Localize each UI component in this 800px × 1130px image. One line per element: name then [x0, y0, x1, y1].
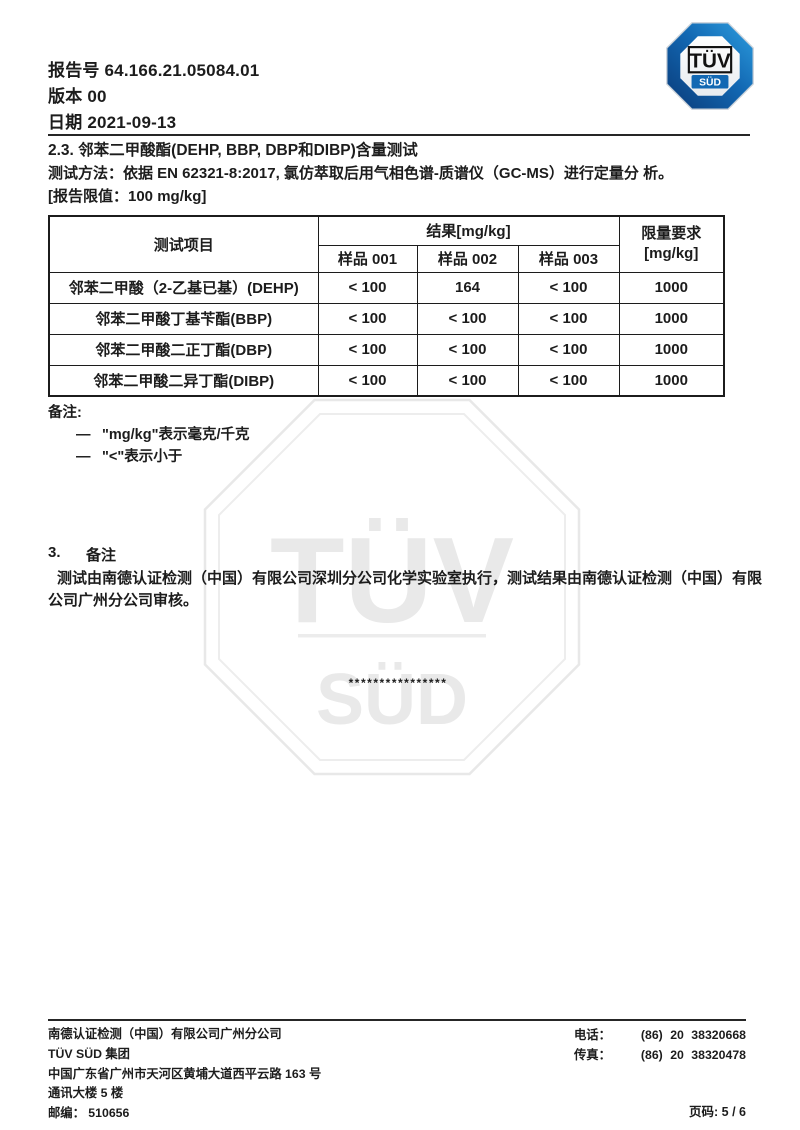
table-row-bbp: 邻苯二甲酸丁基苄酯(BBP) < 100 < 100 < 100 1000 — [48, 302, 725, 335]
watermark-divider — [298, 634, 486, 638]
results-table: 测试项目 结果[mg/kg] 限量要求 [mg/kg] 样品 001 样品 00… — [48, 215, 726, 397]
footer-company-name: 南德认证检测（中国）有限公司广州分公司 — [48, 1027, 282, 1041]
report-number: 报告号 64.166.21.05084.01 — [48, 61, 260, 80]
report-version: 版本 00 — [48, 87, 107, 106]
fax-value: (86) 20 38320478 — [640, 1047, 746, 1062]
footer-group-name: TÜV SÜD 集团 — [48, 1046, 130, 1061]
footer-postcode: 邮编： 510656 — [48, 1106, 130, 1121]
logo-sud-box — [691, 75, 729, 89]
logo-tuv-text: TÜV — [689, 49, 731, 72]
result-sample-001: < 100 — [317, 271, 418, 304]
watermark-sud-text: SÜD — [316, 660, 468, 740]
result-sample-001: < 100 — [317, 364, 418, 397]
footer-contact-info: 电话： (86) 20 38320668 传真： (86) 20 3832047… — [574, 1026, 746, 1065]
col-header-test-item: 测试项目 — [48, 215, 319, 273]
end-of-report-separator: **************** — [348, 676, 448, 690]
report-header: 报告号 64.166.21.05084.01 版本 00 日期 2021-09-… — [48, 58, 259, 136]
note-dash: — — [76, 449, 91, 465]
test-item-name: 邻苯二甲酸二异丁酯(DIBP) — [48, 364, 319, 397]
test-item-name: 邻苯二甲酸丁基苄酯(BBP) — [48, 302, 319, 335]
col-header-limit-line1: 限量要求 — [641, 225, 702, 243]
col-header-limit-line2: [mg/kg] — [644, 245, 699, 263]
note-text: "mg/kg"表示毫克/千克 — [102, 427, 250, 443]
result-sample-003: < 100 — [517, 302, 620, 335]
section-3: 3. 备注 测试由南德认证检测（中国）有限公司深圳分公司化学实验室执行，测试结果… — [48, 544, 762, 612]
tuv-sud-watermark: TÜV SÜD — [203, 398, 581, 776]
test-item-name: 邻苯二甲酸（2-乙基已基）(DEHP) — [48, 271, 319, 304]
result-sample-002: < 100 — [416, 333, 519, 366]
report-limit-text: [报告限值：100 mg/kg] — [48, 188, 207, 205]
result-sample-002: < 100 — [416, 364, 519, 397]
result-sample-003: < 100 — [517, 364, 620, 397]
section-3-number: 3. — [48, 544, 61, 561]
limit-value: 1000 — [618, 271, 725, 304]
note-item: — "mg/kg"表示毫克/千克 — [48, 424, 249, 446]
notes-label: 备注: — [48, 405, 82, 421]
result-sample-001: < 100 — [317, 333, 418, 366]
table-row-dibp: 邻苯二甲酸二异丁酯(DIBP) < 100 < 100 < 100 1000 — [48, 364, 725, 397]
table-row-dbp: 邻苯二甲酸二正丁酯(DBP) < 100 < 100 < 100 1000 — [48, 333, 725, 366]
fax-label: 传真： — [574, 1047, 611, 1062]
result-sample-002: < 100 — [416, 302, 519, 335]
phone-label: 电话： — [574, 1028, 611, 1042]
footer-address-line2: 通讯大楼 5 楼 — [48, 1086, 124, 1101]
result-sample-001: < 100 — [317, 302, 418, 335]
limit-value: 1000 — [618, 333, 725, 366]
col-header-sample-002: 样品 002 — [416, 244, 519, 273]
footer-fax-row: 传真： (86) 20 38320478 — [574, 1046, 746, 1066]
page-number: 页码: 5 / 6 — [689, 1105, 746, 1119]
note-dash: — — [76, 427, 91, 443]
result-sample-002: 164 — [416, 271, 519, 304]
header-divider-rule — [48, 134, 750, 136]
section-2-3: 2.3. 邻苯二甲酸酯(DEHP, BBP, DBP和DIBP)含量测试 测试方… — [48, 139, 760, 208]
footer-company-info: 南德认证检测（中国）有限公司广州分公司 TÜV SÜD 集团 中国广东省广州市天… — [48, 1025, 321, 1124]
logo-sud-text: SÜD — [699, 76, 721, 89]
section-3-title: 备注 — [86, 547, 117, 564]
section-3-body: 测试由南德认证检测（中国）有限公司深圳分公司化学实验室执行，测试结果由南德认证检… — [48, 570, 763, 609]
table-notes: 备注: — "mg/kg"表示毫克/千克 — "<"表示小于 — [48, 402, 249, 468]
watermark-tuv-text: TÜV — [270, 512, 514, 648]
footer-address-line1: 中国广东省广州市天河区黄埔大道西平云路 163 号 — [48, 1066, 322, 1081]
logo-tuv-box — [687, 46, 733, 74]
result-sample-003: < 100 — [517, 333, 620, 366]
tuv-sud-logo: TÜV SÜD — [666, 22, 754, 110]
note-text: "<"表示小于 — [102, 449, 183, 465]
limit-value: 1000 — [618, 364, 725, 397]
col-header-sample-003: 样品 003 — [517, 244, 620, 273]
section-3-titlebar: 3. 备注 — [48, 544, 762, 565]
report-date: 日期 2021-09-13 — [48, 113, 177, 132]
footer-phone-row: 电话： (86) 20 38320668 — [574, 1026, 746, 1046]
col-header-limit: 限量要求 [mg/kg] — [618, 215, 725, 273]
table-row-dehp: 邻苯二甲酸（2-乙基已基）(DEHP) < 100 164 < 100 1000 — [48, 271, 725, 304]
watermark-outer-octagon — [203, 398, 581, 776]
watermark-inner-octagon — [218, 413, 566, 761]
result-sample-003: < 100 — [517, 271, 620, 304]
col-header-sample-001: 样品 001 — [317, 244, 418, 273]
footer-divider-rule — [48, 1019, 746, 1021]
test-method-text: 测试方法：依据 EN 62321-8:2017, 氯仿萃取后用气相色谱-质谱仪（… — [48, 165, 674, 182]
test-item-name: 邻苯二甲酸二正丁酯(DBP) — [48, 333, 319, 366]
limit-value: 1000 — [618, 302, 725, 335]
phone-value: (86) 20 38320668 — [640, 1028, 746, 1042]
section-2-3-title: 2.3. 邻苯二甲酸酯(DEHP, BBP, DBP和DIBP)含量测试 — [48, 142, 418, 159]
note-item: — "<"表示小于 — [48, 446, 249, 468]
col-header-result: 结果[mg/kg] — [317, 215, 620, 246]
